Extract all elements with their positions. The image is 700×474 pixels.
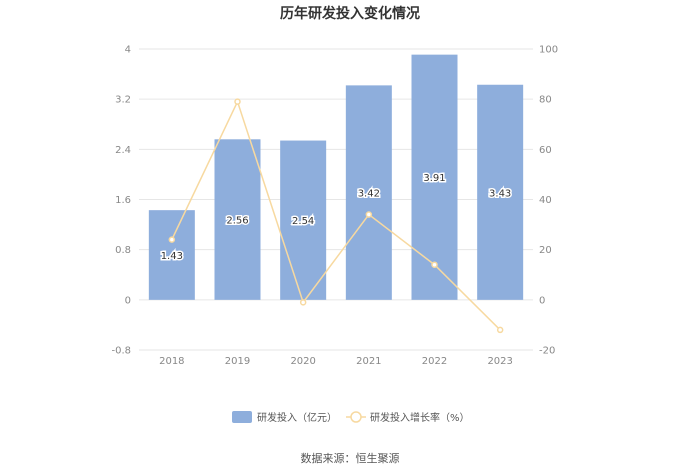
bar-value-labels: 1.43 2.56 2.54 3.42 3.91 3.43 <box>159 172 513 264</box>
line-point <box>168 236 176 243</box>
x-axis-tick-label: 2020 <box>290 356 315 367</box>
bar <box>345 85 392 300</box>
x-axis-ticks: 2018 2019 2020 2021 2022 2023 <box>159 356 513 367</box>
legend-line-marker <box>350 411 362 423</box>
bar-series <box>148 54 524 300</box>
right-axis-tick-label: 60 <box>539 145 552 156</box>
left-axis-tick-label: 1.6 <box>115 195 131 206</box>
left-axis-ticks: -0.8 0 0.8 1.6 2.4 3.2 4 <box>111 45 131 357</box>
chart-title: 历年研发投入变化情况 <box>280 5 420 22</box>
line-point <box>431 261 438 268</box>
bar-value-label: 3.91 <box>423 173 445 184</box>
line-point <box>299 299 307 306</box>
x-axis-tick-label: 2021 <box>356 356 381 367</box>
left-axis-tick-label: 4 <box>125 45 131 56</box>
right-axis-tick-label: 80 <box>539 95 552 106</box>
legend-bar-label: 研发投入（亿元） <box>257 411 337 424</box>
bar-value-label: 2.56 <box>226 216 248 227</box>
grid-lines <box>139 48 533 351</box>
bar <box>148 210 195 300</box>
legend: 研发投入（亿元） 研发投入增长率（%） <box>232 411 470 424</box>
line-point <box>365 211 373 218</box>
legend-line-label: 研发投入增长率（%） <box>370 411 470 424</box>
left-axis-tick-label: 2.4 <box>115 145 131 156</box>
right-axis-tick-label: 40 <box>539 195 552 206</box>
growth-line <box>171 99 501 331</box>
bar-value-label: 3.43 <box>489 188 511 199</box>
line-point <box>496 326 504 334</box>
bar-value-label: 2.54 <box>292 216 314 227</box>
x-axis-tick-label: 2023 <box>487 356 512 367</box>
legend-bar-swatch <box>232 411 252 423</box>
bar <box>477 84 524 300</box>
bar <box>411 54 458 300</box>
left-axis-tick-label: 0.8 <box>115 245 131 256</box>
left-axis-tick-label: -0.8 <box>111 346 131 357</box>
data-source: 数据来源：恒生聚源 <box>301 451 400 465</box>
line-series <box>168 98 504 334</box>
x-axis-tick-label: 2018 <box>159 356 184 367</box>
left-axis-tick-label: 3.2 <box>115 95 131 106</box>
bar-value-label: 3.42 <box>358 189 380 200</box>
left-axis-tick-label: 0 <box>125 295 131 306</box>
right-axis-tick-label: 100 <box>539 45 558 56</box>
x-axis-tick-label: 2022 <box>422 356 447 367</box>
bar <box>214 139 261 300</box>
right-axis-tick-label: 20 <box>539 245 552 256</box>
line-point <box>234 98 241 105</box>
bar <box>280 140 327 300</box>
right-axis-tick-label: -20 <box>539 346 555 357</box>
right-axis-ticks: -20 0 20 40 60 80 100 <box>539 45 558 357</box>
right-axis-tick-label: 0 <box>539 295 545 306</box>
x-axis-tick-label: 2019 <box>225 356 250 367</box>
bar-value-label: 1.43 <box>161 251 183 262</box>
